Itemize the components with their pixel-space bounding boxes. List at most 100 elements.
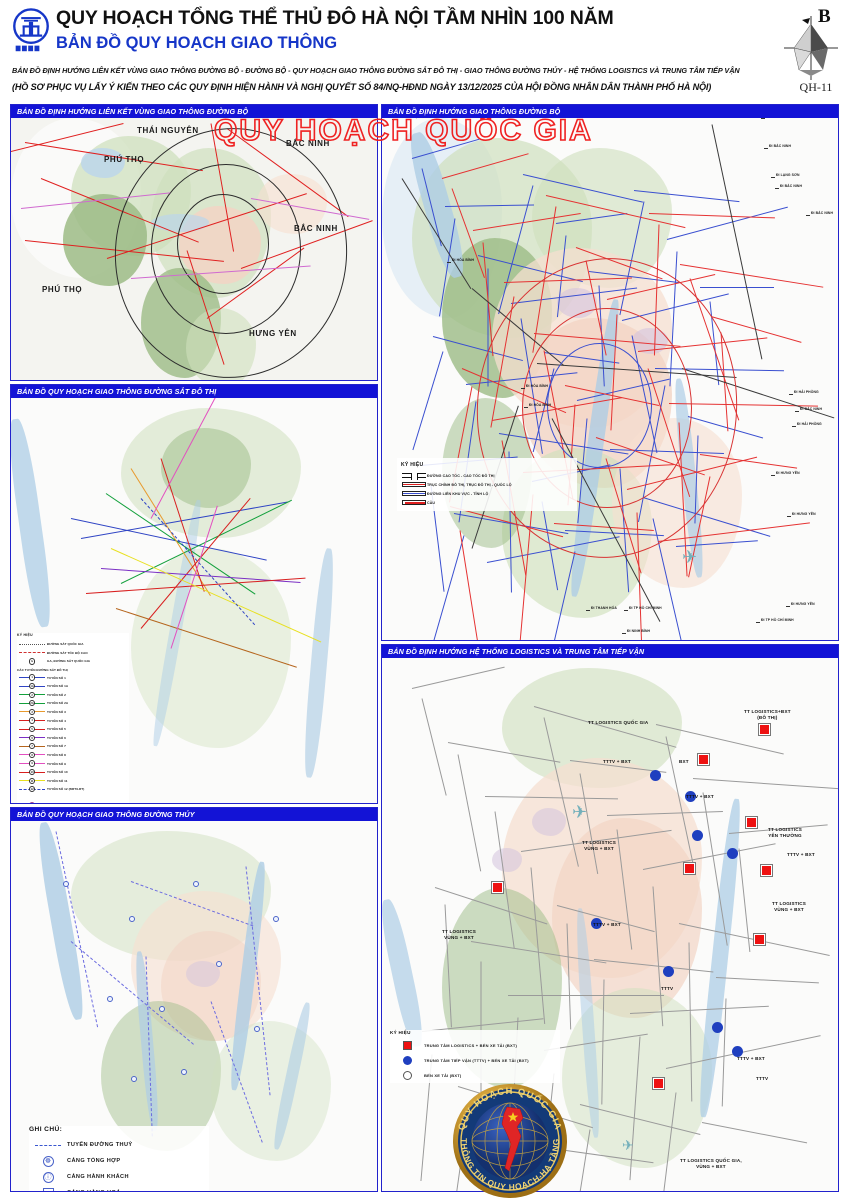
logistics-center-marker[interactable] xyxy=(491,881,504,894)
panel-logistics[interactable]: BẢN ĐỒ ĐỊNH HƯỚNG HỆ THỐNG LOGISTICS VÀ … xyxy=(381,644,839,1192)
map-road[interactable]: ✈ ĐI THÁI NGUYÊNĐI LÀO CAIĐI BẮC NINHĐI … xyxy=(382,118,838,640)
transfer-center-marker[interactable] xyxy=(712,1022,723,1033)
province-label: HƯNG YÊN xyxy=(249,329,297,338)
legend-title: GHI CHÚ: xyxy=(29,1126,63,1133)
sheet-header: QUY HOẠCH TỔNG THỂ THỦ ĐÔ HÀ NỘI TẦM NHÌ… xyxy=(0,0,849,104)
depot-icon xyxy=(17,801,47,803)
transfer-center-marker[interactable] xyxy=(591,918,602,929)
port-icon xyxy=(181,1069,187,1075)
transfer-center-marker[interactable] xyxy=(685,791,696,802)
transfer-center-marker[interactable] xyxy=(663,966,674,977)
direction-label: ĐI TP HỒ CHÍ MINH xyxy=(629,606,662,610)
panel-regional-road-linkage[interactable]: BẢN ĐỒ ĐỊNH HƯỚNG LIÊN KẾT VÙNG GIAO THÔ… xyxy=(10,104,378,381)
terrain-patch xyxy=(211,1021,331,1161)
airport-icon: ✈ xyxy=(682,547,698,567)
map-rail[interactable]: KÝ HIỆU ĐƯỜNG SẮT QUỐC GIA ĐƯỜNG SẮT TỐC … xyxy=(11,398,377,803)
rail-legend-label: GA, ĐƯỜNG SẮT QUỐC GIA xyxy=(47,659,91,664)
legend-title: KÝ HIỆU xyxy=(17,633,33,637)
direction-arrow-icon xyxy=(789,394,793,395)
direction-arrow-icon xyxy=(586,610,590,611)
panel-title-road: BẢN ĐỒ ĐỊNH HƯỚNG GIAO THÔNG ĐƯỜNG BỘ xyxy=(382,105,838,118)
rail-line-swatch: 7 xyxy=(17,742,47,751)
ring-road-regional xyxy=(547,343,652,468)
direction-arrow-icon xyxy=(806,215,810,216)
port-icon xyxy=(159,1006,165,1012)
sheet-code-label: QH-11 xyxy=(799,80,833,94)
cargo-port-icon: ↓ xyxy=(29,1187,67,1191)
panel-title-regional: BẢN ĐỒ ĐỊNH HƯỚNG LIÊN KẾT VÙNG GIAO THÔ… xyxy=(11,105,377,118)
direction-label: ĐI PHÚ THỌ xyxy=(397,118,418,119)
legend-label: TRUNG TÂM TIẾP VẬN (TTTV) + BẾN XE TẢI (… xyxy=(424,1058,529,1063)
rail-line-label: TUYẾN SỐ 2 xyxy=(47,692,66,697)
logistics-center-marker[interactable] xyxy=(683,862,696,875)
industrial-patch xyxy=(532,808,566,836)
rail-line-legend-row: 7 TUYẾN SỐ 7 xyxy=(17,742,129,751)
regional-road xyxy=(700,287,774,288)
province-label: PHÚ THỌ xyxy=(104,155,145,164)
rail-line-swatch: 1A xyxy=(17,682,47,691)
legend-label: CẢNG HÀNH KHÁCH xyxy=(67,1174,129,1180)
national-rail-station-icon: G xyxy=(17,657,47,666)
province-label: THÁI NGUYÊN xyxy=(137,126,199,135)
rail-line-number-icon: 7 xyxy=(29,743,36,750)
transfer-center-marker[interactable] xyxy=(727,848,738,859)
logistics-center-marker[interactable] xyxy=(652,1077,665,1090)
logistics-marker-label: TT LOGISTICS QUỐC GIA, VÙNG + BXT xyxy=(680,1158,742,1169)
direction-label: ĐI HÒA BÌNH xyxy=(452,258,475,262)
transfer-center-marker[interactable] xyxy=(650,770,661,781)
direction-arrow-icon xyxy=(392,119,396,120)
compass-north-label: B xyxy=(818,6,831,27)
direction-arrow-icon xyxy=(447,262,451,263)
map-regional[interactable]: THÁI NGUYÊN BẮC NINH PHÚ THỌ BẮC NINH PHÚ TH… xyxy=(11,118,377,380)
header-description-line-2: (HỒ SƠ PHỤC VỤ LẤY Ý KIẾN THEO CÁC QUY Đ… xyxy=(12,82,712,92)
rail-line-legend-row: 1A TUYẾN SỐ 1A xyxy=(17,682,129,691)
page-title: QUY HOẠCH TỔNG THỂ THỦ ĐÔ HÀ NỘI TẦM NHÌ… xyxy=(56,7,614,29)
hanoi-planning-logo xyxy=(13,8,49,52)
industrial-patch xyxy=(492,848,522,872)
rail-line-swatch: 8 xyxy=(17,751,47,760)
legend-row: TRUNG TÂM TIẾP VẬN (TTTV) + BẾN XE TẢI (… xyxy=(390,1053,560,1068)
general-port-icon: ☸ xyxy=(29,1155,67,1167)
direction-arrow-icon xyxy=(764,148,768,149)
rail-line-swatch: 3 xyxy=(17,708,47,717)
rail-line-label: TUYẾN SỐ 8 xyxy=(47,752,66,757)
panel-road-orientation[interactable]: BẢN ĐỒ ĐỊNH HƯỚNG GIAO THÔNG ĐƯỜNG BỘ ✈ xyxy=(381,104,839,641)
terrain-patch xyxy=(161,428,251,508)
logistics-center-marker[interactable] xyxy=(758,723,771,736)
direction-arrow-icon xyxy=(622,633,626,634)
panel-urban-rail[interactable]: BẢN ĐỒ QUY HOẠCH GIAO THÔNG ĐƯỜNG SẮT ĐÔ… xyxy=(10,384,378,804)
bridge-swatch xyxy=(401,498,427,507)
logistics-center-marker[interactable] xyxy=(745,816,758,829)
rail-line-legend-row: 11 TUYẾN SỐ 11 xyxy=(17,776,129,785)
direction-arrow-icon xyxy=(761,118,765,119)
legend-row: TRỤC CHÍNH ĐÔ THỊ, TRỤC ĐÔ THỊ - QUỐC LỘ xyxy=(401,480,573,489)
panel-waterway[interactable]: BẢN ĐỒ QUY HOẠCH GIAO THÔNG ĐƯỜNG THỦY G… xyxy=(10,807,378,1192)
rail-line-number-icon: 5 xyxy=(29,726,36,733)
rail-line-swatch: 2A xyxy=(17,699,47,708)
rail-line-legend-row: 5 TUYẾN SỐ 5 xyxy=(17,725,129,734)
logistics-marker-label: TT LOGISTICS YÊN THƯỜNG xyxy=(768,827,803,838)
legend-row: ↓CẢNG HÀNG HOÁ xyxy=(29,1185,209,1191)
star-icon xyxy=(507,1112,519,1122)
legend-label: CẦU xyxy=(427,500,436,505)
logistics-center-marker[interactable] xyxy=(760,864,773,877)
rail-line-label: TUYẾN SỐ 3 xyxy=(47,709,66,714)
logistics-marker-label: TT LOGISTICS VÙNG + BXT xyxy=(442,929,477,940)
rail-line-number-icon: 4 xyxy=(29,717,36,724)
logistics-center-marker[interactable] xyxy=(697,753,710,766)
terrain-patch xyxy=(63,194,147,286)
transfer-center-marker[interactable] xyxy=(692,830,703,841)
rail-line-number-icon: 10 xyxy=(29,769,36,776)
rail-line-swatch: 11 xyxy=(17,776,47,785)
map-water[interactable]: GHI CHÚ: TUYẾN ĐƯỜNG THUỶ ☸ CẢNG TỔNG HỢP ⓘ… xyxy=(11,821,377,1191)
rail-line-number-icon: 2A xyxy=(29,700,36,707)
transfer-center-marker[interactable] xyxy=(732,1046,743,1057)
map-logistics[interactable]: ✈ ✈ TT LOGISTICS+BXT (ĐÔ THỊ) TT LOGISTIC… xyxy=(382,658,838,1191)
legend-row: TUYẾN ĐƯỜNG THUỶ xyxy=(29,1137,209,1153)
logistics-legend: KÝ HIỆU TRUNG TÂM LOGISTICS + BẾN XE TẢI… xyxy=(390,1030,560,1083)
rail-line-legend-row: 9 TUYẾN SỐ 9 xyxy=(17,759,129,768)
rail-line-swatch: 1 xyxy=(17,673,47,682)
logistics-center-marker[interactable] xyxy=(753,933,766,946)
vietnam-map-shape xyxy=(501,1106,524,1172)
legend-row: ĐƯỜNG LIÊN KHU VỰC - TỈNH LỘ xyxy=(401,489,573,498)
